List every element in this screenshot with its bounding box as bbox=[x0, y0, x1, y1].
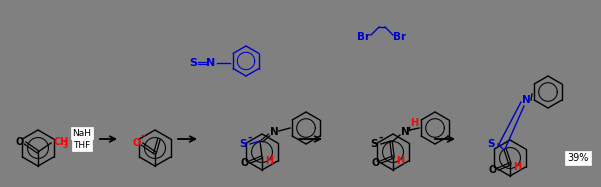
Text: H: H bbox=[265, 156, 273, 166]
Text: 3: 3 bbox=[63, 140, 69, 149]
Text: H: H bbox=[513, 162, 521, 172]
Text: THF: THF bbox=[73, 140, 91, 149]
Text: CH: CH bbox=[53, 137, 69, 147]
Text: Br: Br bbox=[358, 32, 371, 42]
Text: -: - bbox=[379, 133, 383, 143]
Text: O: O bbox=[241, 158, 249, 168]
Text: S: S bbox=[189, 58, 197, 68]
Text: S: S bbox=[370, 139, 378, 149]
Text: O: O bbox=[16, 137, 24, 147]
Text: N: N bbox=[206, 58, 216, 68]
Text: H: H bbox=[410, 118, 418, 128]
Text: O: O bbox=[372, 158, 380, 168]
Text: O: O bbox=[489, 165, 497, 175]
Text: H: H bbox=[396, 156, 404, 166]
Text: S: S bbox=[487, 139, 495, 149]
Text: NaH: NaH bbox=[73, 128, 91, 137]
Text: O: O bbox=[133, 138, 141, 148]
Text: -: - bbox=[141, 131, 145, 141]
Text: N: N bbox=[401, 127, 409, 137]
Text: S: S bbox=[239, 139, 247, 149]
Text: Br: Br bbox=[394, 32, 406, 42]
Text: N: N bbox=[270, 127, 278, 137]
Text: N: N bbox=[522, 95, 530, 105]
Text: 39%: 39% bbox=[567, 153, 589, 163]
Text: -: - bbox=[248, 133, 252, 143]
